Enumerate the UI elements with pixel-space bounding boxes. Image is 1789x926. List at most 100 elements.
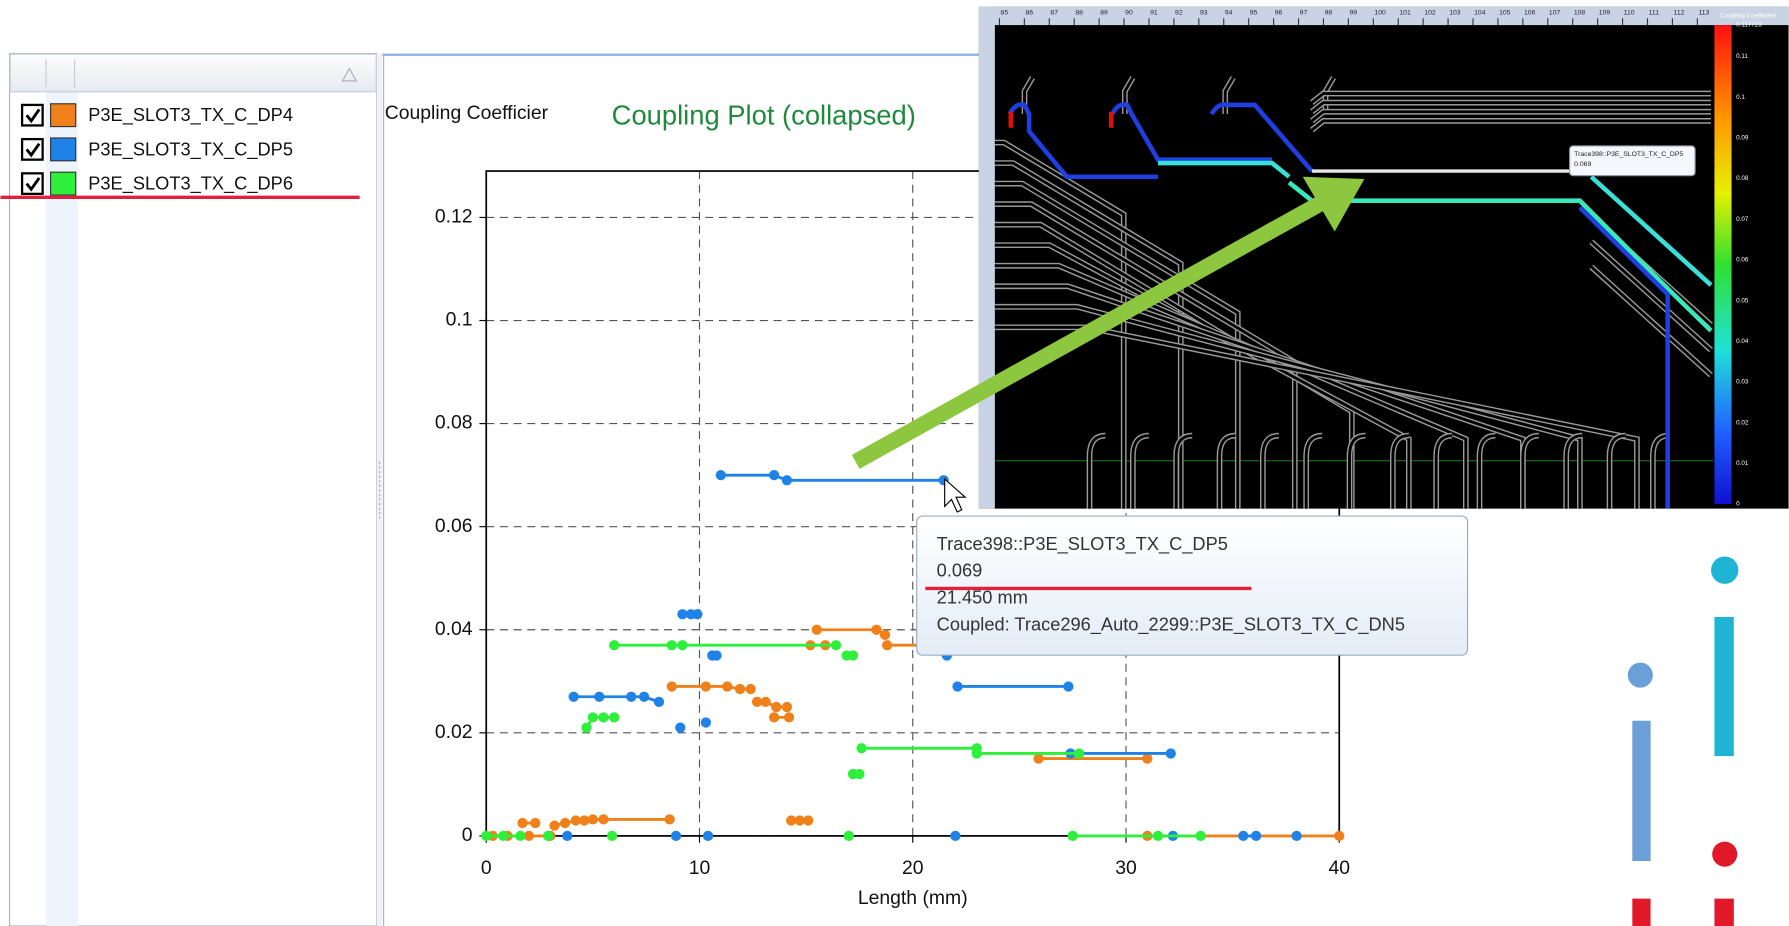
tooltip: Trace398::P3E_SLOT3_TX_C_DP50.06921.450 … bbox=[917, 516, 1468, 655]
legend-swatch bbox=[51, 138, 76, 161]
inset-tooltip-line: 0.069 bbox=[1574, 161, 1591, 168]
colorbar-label: 0.117723 bbox=[1736, 22, 1762, 29]
data-point bbox=[692, 609, 702, 619]
logo-dot bbox=[1711, 557, 1738, 584]
data-point bbox=[594, 692, 604, 702]
ruler-label: 102 bbox=[1424, 9, 1436, 16]
pane-header[interactable] bbox=[10, 54, 376, 92]
data-point bbox=[481, 831, 491, 841]
data-point bbox=[609, 712, 619, 722]
legend-label[interactable]: P3E_SLOT3_TX_C_DP4 bbox=[88, 104, 293, 126]
data-point bbox=[1196, 831, 1206, 841]
data-point bbox=[880, 630, 890, 640]
y-tick-label: 0.04 bbox=[435, 618, 473, 640]
data-point bbox=[1063, 681, 1073, 691]
ruler-label: 96 bbox=[1275, 9, 1283, 16]
page: Coupling Plot {"chart_data": {"type": "l… bbox=[0, 0, 1789, 926]
data-point bbox=[569, 692, 579, 702]
ruler-label: 91 bbox=[1150, 9, 1158, 16]
data-point bbox=[517, 818, 527, 828]
ruler-label: 89 bbox=[1100, 9, 1108, 16]
y-tick-label: 0.06 bbox=[435, 515, 473, 537]
legend-label[interactable]: P3E_SLOT3_TX_C_DP5 bbox=[88, 138, 293, 160]
y-tick-label: 0.02 bbox=[435, 721, 473, 743]
data-point bbox=[665, 814, 675, 824]
ruler-label: 108 bbox=[1574, 9, 1586, 16]
colorbar-label: 0.09 bbox=[1736, 135, 1749, 142]
colorbar-label: 0.04 bbox=[1736, 338, 1749, 345]
legend-label[interactable]: P3E_SLOT3_TX_C_DP6 bbox=[88, 173, 293, 195]
data-point bbox=[560, 818, 570, 828]
y-tick-label: 0 bbox=[462, 824, 473, 846]
data-point bbox=[771, 702, 781, 712]
tooltip-line: Coupled: Trace296_Auto_2299::P3E_SLOT3_T… bbox=[937, 613, 1405, 635]
data-point bbox=[701, 681, 711, 691]
tooltip-line: Trace398::P3E_SLOT3_TX_C_DP5 bbox=[937, 533, 1228, 555]
data-point bbox=[803, 815, 813, 825]
data-point bbox=[784, 712, 794, 722]
data-point bbox=[812, 625, 822, 635]
x-tick-label: 0 bbox=[481, 857, 492, 879]
data-point bbox=[588, 814, 598, 824]
tooltip-line: 0.069 bbox=[937, 560, 983, 581]
data-point bbox=[1334, 831, 1344, 841]
data-point bbox=[543, 831, 553, 841]
data-point bbox=[844, 831, 854, 841]
ruler-label: 104 bbox=[1474, 9, 1486, 16]
data-point bbox=[1153, 831, 1163, 841]
ruler-label: 103 bbox=[1449, 9, 1461, 16]
colorbar-label: 0.05 bbox=[1736, 297, 1749, 304]
checkbox[interactable] bbox=[22, 105, 43, 126]
data-point bbox=[498, 831, 508, 841]
x-tick-label: 40 bbox=[1328, 857, 1350, 879]
data-point bbox=[549, 820, 559, 830]
data-point bbox=[831, 640, 841, 650]
ruler-label: 90 bbox=[1125, 9, 1133, 16]
data-point bbox=[856, 743, 866, 753]
logo-dot bbox=[1712, 842, 1737, 867]
ruler-label: 98 bbox=[1325, 9, 1333, 16]
data-point bbox=[1251, 831, 1261, 841]
checkbox[interactable] bbox=[22, 173, 43, 194]
data-point bbox=[769, 470, 779, 480]
pane-column bbox=[46, 91, 78, 926]
data-point bbox=[1142, 753, 1152, 763]
data-point bbox=[581, 723, 591, 733]
data-point bbox=[1166, 748, 1176, 758]
y-tick-label: 0.08 bbox=[435, 412, 473, 434]
data-point bbox=[562, 831, 572, 841]
colorbar-label: 0.07 bbox=[1736, 216, 1749, 223]
logo-bar bbox=[1714, 899, 1733, 926]
data-point bbox=[1068, 831, 1078, 841]
data-point bbox=[716, 470, 726, 480]
x-tick-label: 20 bbox=[902, 857, 924, 879]
legend-swatch bbox=[51, 104, 76, 127]
data-point bbox=[950, 831, 960, 841]
data-point bbox=[848, 650, 858, 660]
data-point bbox=[654, 697, 664, 707]
data-point bbox=[607, 831, 617, 841]
data-point bbox=[598, 712, 608, 722]
ruler-label: 99 bbox=[1350, 9, 1358, 16]
ruler-label: 95 bbox=[1250, 9, 1258, 16]
ruler-label: 112 bbox=[1674, 9, 1685, 16]
y-axis-title: Coupling Coefficier bbox=[385, 102, 549, 124]
logo-bar bbox=[1632, 899, 1650, 926]
colorbar-label: 0.08 bbox=[1736, 175, 1749, 182]
data-point bbox=[703, 831, 713, 841]
legend: P3E_SLOT3_TX_C_DP4 P3E_SLOT3_TX_C_DP5 P3E_… bbox=[22, 104, 293, 195]
ruler-label: 107 bbox=[1549, 9, 1561, 16]
checkbox[interactable] bbox=[22, 139, 43, 160]
data-point bbox=[782, 702, 792, 712]
ruler-label: 97 bbox=[1300, 9, 1308, 16]
data-point bbox=[952, 681, 962, 691]
chart-title: Coupling Plot (collapsed) bbox=[612, 100, 916, 131]
colorbar-label: 0.01 bbox=[1736, 460, 1749, 467]
data-point bbox=[671, 831, 681, 841]
data-point bbox=[626, 692, 636, 702]
ruler-label: 92 bbox=[1175, 9, 1183, 16]
screenshot: P3E_SLOT3_TX_C_DP4 P3E_SLOT3_TX_C_DP5 P3E_… bbox=[0, 0, 1789, 926]
left-ruler bbox=[979, 7, 995, 509]
data-point bbox=[667, 640, 677, 650]
